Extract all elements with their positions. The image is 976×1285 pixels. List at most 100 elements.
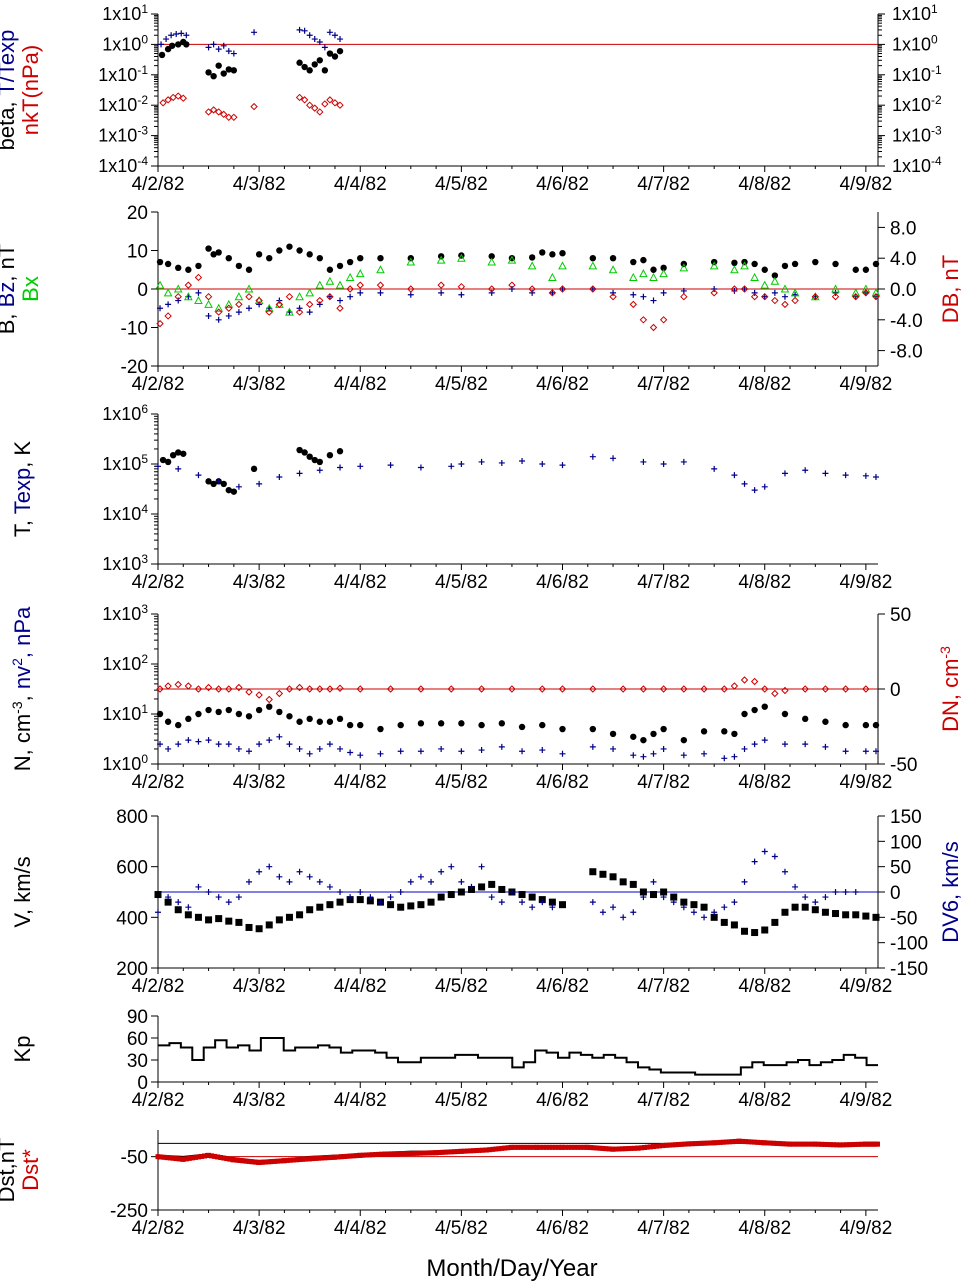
- data-point: [326, 718, 334, 725]
- data-point: [183, 41, 190, 48]
- y-axis-label-part: Bz: [0, 282, 19, 308]
- data-point: [572, 1144, 578, 1150]
- y-axis-label-part: T,: [10, 514, 35, 537]
- data-point: [736, 1138, 742, 1144]
- y-axis-label: Bx: [18, 276, 43, 302]
- data-point: [730, 921, 738, 929]
- data-point: [316, 57, 323, 64]
- right-y-tick-label: -100: [890, 934, 928, 955]
- y-axis-label-part: beta,: [0, 96, 19, 151]
- data-point: [639, 269, 648, 278]
- data-point: [488, 253, 495, 260]
- data-point: [801, 715, 809, 723]
- data-point: [581, 1144, 587, 1150]
- data-point: [714, 1140, 720, 1146]
- tick-exponent: 1: [931, 2, 938, 16]
- data-point: [771, 289, 778, 296]
- series-Bx: [155, 253, 881, 316]
- data-point: [357, 1152, 363, 1158]
- data-point: [680, 904, 687, 911]
- data-point: [478, 883, 486, 891]
- data-point: [589, 868, 597, 876]
- data-point: [184, 911, 192, 919]
- data-point: [711, 465, 718, 472]
- data-point: [589, 899, 596, 906]
- data-point: [286, 741, 293, 748]
- data-point: [164, 96, 172, 104]
- data-point: [163, 36, 170, 43]
- data-point: [426, 1150, 432, 1156]
- data-point: [246, 305, 253, 312]
- data-point: [356, 896, 364, 904]
- data-point: [746, 1139, 752, 1145]
- data-point: [654, 1143, 660, 1149]
- data-point: [367, 894, 374, 901]
- data-point: [670, 1142, 676, 1148]
- y-axis-label-part: T/Texp: [0, 30, 19, 96]
- data-point: [659, 269, 668, 278]
- data-point: [563, 1144, 569, 1150]
- data-point: [255, 706, 263, 714]
- data-point: [539, 747, 546, 754]
- data-point: [235, 745, 242, 752]
- data-point: [220, 70, 227, 77]
- data-point: [407, 285, 415, 293]
- data-point: [266, 255, 273, 262]
- tick-exponent: 0: [141, 752, 148, 766]
- data-point: [225, 917, 233, 925]
- y-axis-label: Dst,nT: [0, 1138, 19, 1203]
- data-point: [163, 288, 173, 297]
- data-point: [243, 1158, 249, 1164]
- data-point: [842, 748, 849, 755]
- data-point: [610, 904, 617, 911]
- series-DN: [156, 676, 870, 704]
- data-point: [296, 446, 303, 454]
- right-y-tick-label: 1x10-4: [892, 154, 942, 176]
- data-point: [490, 1146, 496, 1152]
- right-y-tick-label: 0.0: [890, 280, 916, 301]
- data-point: [205, 312, 212, 319]
- data-point: [454, 1149, 460, 1155]
- data-point: [336, 101, 344, 109]
- y-axis-label-part: , nT: [0, 244, 19, 282]
- y-tick-label: 1x10-4: [98, 154, 148, 176]
- data-point: [205, 69, 212, 76]
- data-point: [255, 296, 263, 305]
- x-tick-label: 4/9/82: [839, 1090, 892, 1111]
- data-point: [822, 718, 829, 725]
- data-point: [175, 449, 182, 456]
- tick-mantissa: 1x10: [102, 704, 141, 724]
- data-point: [438, 289, 445, 296]
- data-point: [347, 749, 354, 756]
- data-point: [680, 736, 688, 744]
- data-point: [457, 282, 466, 291]
- data-point: [326, 50, 334, 57]
- data-point: [164, 898, 172, 906]
- data-point: [251, 29, 258, 36]
- data-point: [480, 1147, 486, 1153]
- data-point: [771, 918, 779, 926]
- data-point: [690, 901, 698, 909]
- data-point: [822, 470, 829, 477]
- data-point: [818, 1141, 824, 1147]
- data-point: [285, 292, 294, 301]
- data-point: [225, 741, 232, 748]
- tick-mantissa: 1x10: [102, 404, 141, 424]
- data-point: [183, 292, 193, 301]
- data-point: [439, 1149, 445, 1155]
- data-point: [313, 1155, 319, 1161]
- data-point: [680, 458, 687, 465]
- data-point: [639, 685, 648, 693]
- data-point: [548, 898, 556, 906]
- data-point: [730, 682, 739, 690]
- data-point: [731, 259, 738, 267]
- x-tick-label: 4/2/82: [132, 1090, 185, 1111]
- data-point: [326, 451, 334, 459]
- data-point: [295, 308, 304, 316]
- y-axis-label-part: B,: [0, 307, 19, 334]
- data-point: [834, 1142, 840, 1148]
- data-point: [487, 1147, 493, 1153]
- data-point: [872, 292, 880, 301]
- y-tick-label: 600: [116, 858, 148, 879]
- data-point: [812, 1141, 818, 1147]
